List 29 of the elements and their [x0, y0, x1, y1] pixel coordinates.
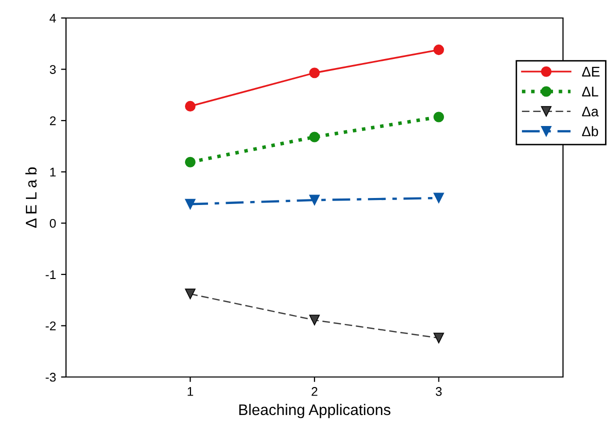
point: [433, 112, 444, 122]
point: [184, 100, 196, 112]
legend-label: Δb: [582, 126, 598, 136]
y-tick-label: -1: [46, 270, 56, 279]
y-tick-label: 2: [50, 116, 56, 126]
y-tick-label: -2: [46, 322, 56, 330]
point: [184, 156, 196, 168]
x-axis-title: Bleaching Applications: [239, 404, 390, 418]
y-axis-title: Δ E L a b: [25, 167, 37, 228]
y-tick-label: 1: [50, 168, 56, 176]
y-tick-label: 4: [50, 14, 56, 23]
legend-label: Δa: [582, 106, 599, 116]
x-tick-label: 3: [436, 387, 442, 396]
point: [433, 192, 444, 204]
point: [309, 314, 320, 326]
y-tick-label: -3: [46, 372, 56, 382]
y-tick-label: 0: [50, 218, 56, 228]
point: [184, 288, 196, 300]
legend-label: ΔL: [582, 86, 598, 96]
x-tick-label: 2: [312, 387, 318, 396]
point: [433, 44, 444, 56]
point: [433, 332, 444, 344]
point: [309, 194, 320, 206]
point: [309, 132, 320, 142]
x-tick-label: 1: [188, 387, 194, 396]
y-tick-label: 3: [50, 65, 56, 74]
point: [309, 68, 320, 78]
point: [184, 198, 196, 210]
legend-label: ΔE: [582, 66, 600, 76]
